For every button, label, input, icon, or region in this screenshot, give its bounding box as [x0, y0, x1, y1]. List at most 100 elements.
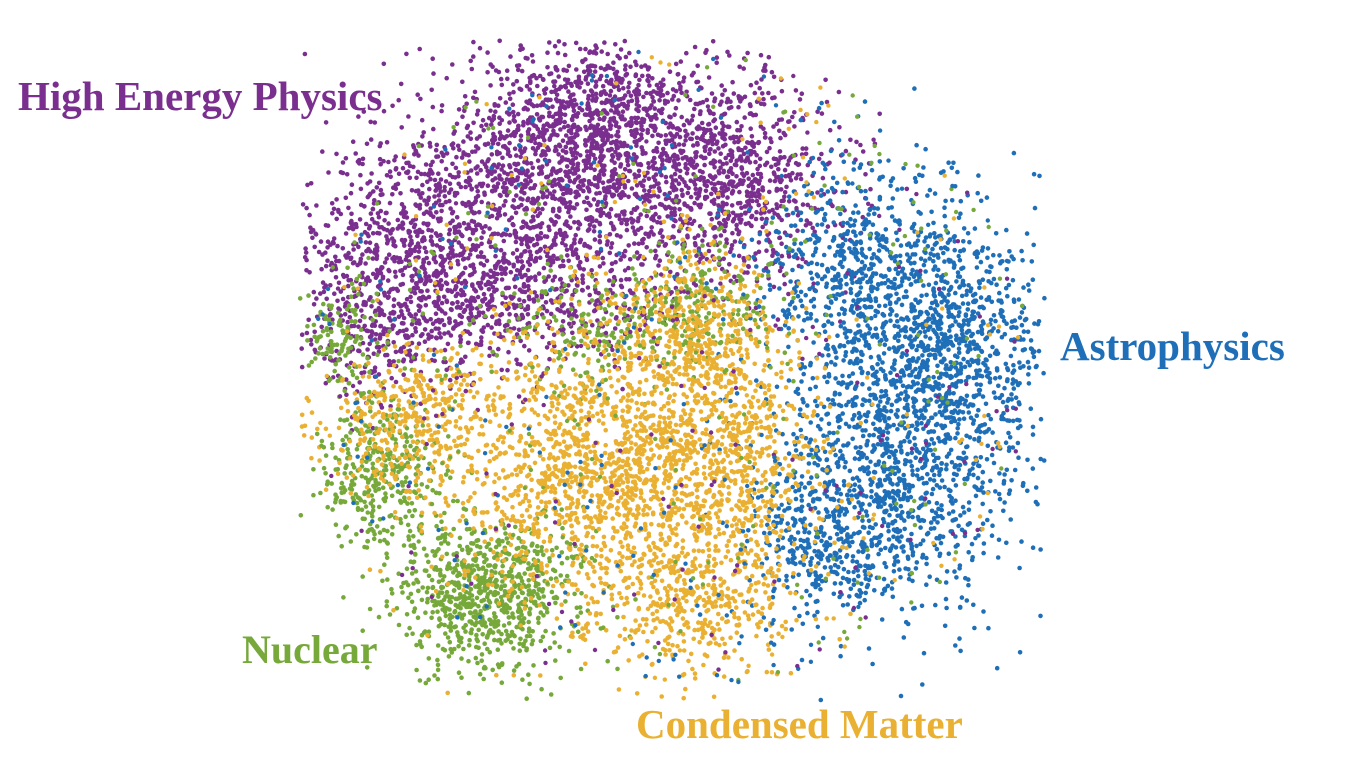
- point: [633, 92, 639, 97]
- point: [698, 175, 704, 180]
- point: [600, 83, 606, 89]
- point: [652, 106, 657, 111]
- point: [683, 138, 688, 143]
- point: [441, 322, 447, 328]
- point: [431, 126, 436, 132]
- point: [384, 234, 389, 239]
- point: [433, 188, 439, 193]
- point: [479, 328, 484, 333]
- point: [786, 119, 791, 124]
- point: [914, 560, 920, 565]
- point: [955, 270, 961, 275]
- point: [497, 96, 503, 101]
- point: [766, 209, 772, 214]
- point: [540, 206, 545, 212]
- point: [709, 91, 715, 96]
- point: [688, 194, 694, 200]
- point: [753, 194, 759, 199]
- point: [815, 190, 820, 195]
- point: [408, 299, 414, 305]
- point: [460, 257, 466, 262]
- point: [428, 206, 433, 211]
- point: [764, 248, 769, 253]
- point: [496, 259, 502, 265]
- point: [521, 298, 527, 304]
- point: [477, 45, 483, 51]
- point: [953, 517, 959, 522]
- point: [807, 440, 812, 445]
- point: [683, 161, 688, 167]
- point: [365, 194, 371, 200]
- point: [589, 145, 594, 150]
- point: [550, 104, 555, 109]
- point: [421, 211, 427, 216]
- point: [526, 294, 532, 300]
- point: [436, 171, 441, 176]
- point: [691, 179, 697, 185]
- point: [750, 112, 756, 118]
- point: [552, 222, 557, 227]
- point: [749, 213, 755, 219]
- point: [518, 254, 524, 259]
- point: [932, 355, 938, 361]
- point: [531, 185, 536, 191]
- point: [401, 372, 407, 378]
- point: [556, 214, 561, 220]
- point: [507, 91, 512, 97]
- point: [878, 394, 884, 400]
- point: [643, 231, 648, 236]
- point: [560, 319, 566, 324]
- point: [431, 71, 436, 76]
- point: [507, 120, 512, 125]
- point: [966, 550, 971, 555]
- point: [537, 222, 542, 228]
- point: [989, 533, 995, 538]
- point: [837, 125, 842, 130]
- point: [703, 188, 709, 194]
- point: [790, 170, 795, 176]
- point: [800, 256, 805, 262]
- point: [411, 145, 417, 150]
- point: [572, 240, 577, 246]
- point: [1026, 282, 1031, 288]
- point: [565, 253, 570, 258]
- point: [711, 197, 717, 203]
- point: [382, 260, 388, 265]
- point: [651, 99, 657, 104]
- point: [938, 513, 944, 519]
- point: [660, 93, 666, 98]
- point: [756, 181, 762, 187]
- point: [434, 270, 440, 275]
- point: [626, 89, 631, 95]
- point: [342, 312, 348, 317]
- point: [761, 68, 766, 73]
- point: [771, 284, 777, 290]
- point: [816, 156, 822, 162]
- point: [639, 183, 645, 188]
- point: [712, 149, 718, 154]
- point: [920, 552, 926, 558]
- point: [804, 588, 809, 594]
- point: [924, 582, 929, 587]
- point: [981, 609, 986, 614]
- point: [336, 306, 341, 311]
- point: [351, 323, 357, 329]
- point: [479, 183, 485, 189]
- point: [653, 255, 658, 261]
- point: [650, 133, 655, 139]
- point: [453, 319, 458, 324]
- point: [756, 304, 762, 309]
- point: [942, 484, 947, 490]
- point: [933, 412, 938, 417]
- point: [503, 198, 508, 204]
- point: [514, 357, 519, 363]
- point: [393, 167, 399, 172]
- point: [398, 191, 403, 196]
- point: [499, 82, 505, 88]
- point: [912, 442, 918, 448]
- point: [879, 617, 885, 622]
- point: [389, 375, 395, 381]
- point: [356, 157, 362, 163]
- point: [957, 636, 962, 641]
- point: [515, 67, 521, 73]
